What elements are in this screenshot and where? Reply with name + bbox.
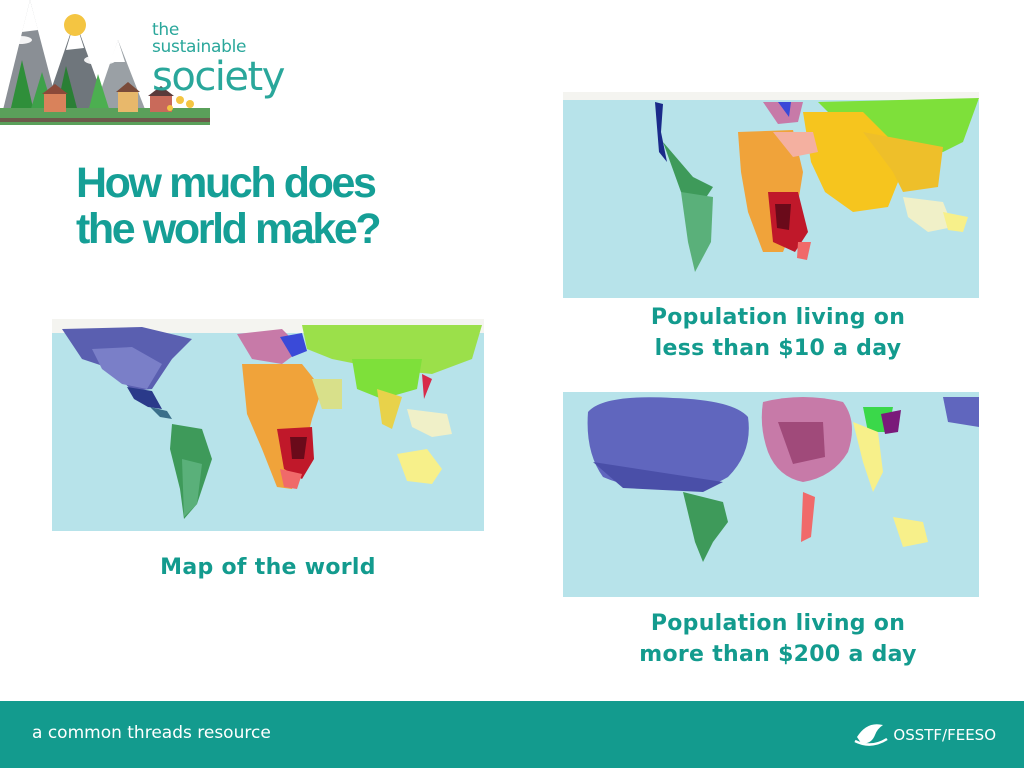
osstf-lamp-icon [854,724,889,746]
brand-wordmark: the sustainable society [152,20,285,100]
title-line-2: the world make? [76,205,382,253]
sustainable-society-logo: the sustainable society [0,0,290,125]
brand-line-society: society [152,54,285,100]
osstf-name: OSSTF/FEESO [893,726,996,744]
wealth-caption-line-2: more than $200 a day [639,642,917,667]
poverty-cartogram-image [563,92,979,298]
slide-title: How much does the world make? [76,159,382,253]
footer-resource-text: a common threads resource [32,723,271,743]
wealth-caption-line-1: Population living on [650,611,906,636]
osstf-logo: OSSTF/FEESO [853,717,996,753]
title-line-1: How much does [76,159,377,207]
poverty-caption-line-1: Population living on [650,305,906,330]
poverty-caption-line-2: less than $10 a day [654,336,902,361]
wealth-map-caption: Population living on more than $200 a da… [600,608,956,670]
brand-line-sustainable: sustainable [152,37,247,57]
brand-line-the: the [152,20,179,40]
footer-bar: a common threads resource OSSTF/FEESO [0,701,1024,768]
world-map-image [52,319,484,531]
mountain-village-illustration [0,0,210,125]
world-map-caption: Map of the world [160,555,376,580]
wealth-cartogram-image [563,392,979,597]
poverty-map-caption: Population living on less than $10 a day [600,302,956,364]
